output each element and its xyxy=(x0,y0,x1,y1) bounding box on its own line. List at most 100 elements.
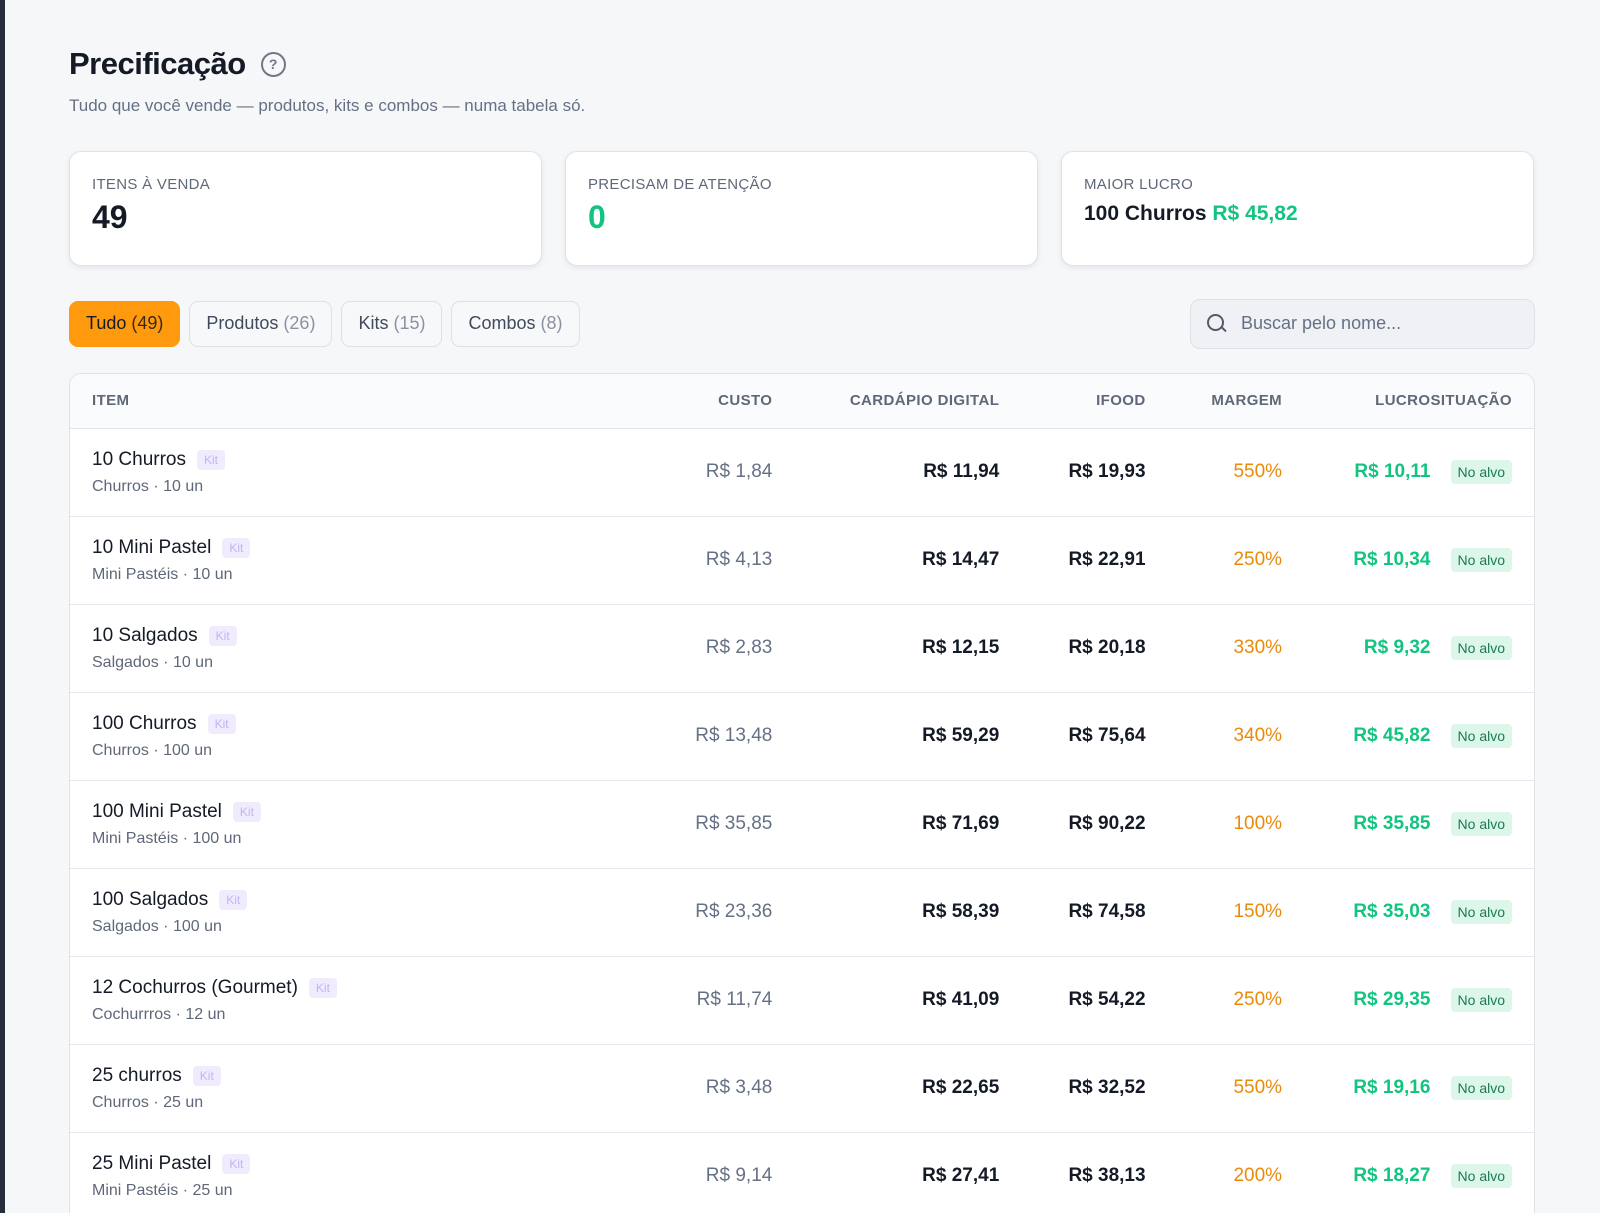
item-name: 25 churros xyxy=(92,1064,182,1086)
column-header-ifood[interactable]: IFOOD xyxy=(999,374,1146,429)
ifood-price-cell: R$ 38,13 xyxy=(999,1132,1146,1213)
table-body: 10 Churros Kit Churros · 10 un R$ 1,84 R… xyxy=(70,428,1534,1213)
item-cell: 100 Mini Pastel Kit Mini Pastéis · 100 u… xyxy=(70,780,489,869)
digital-menu-price-cell: R$ 41,09 xyxy=(772,956,1000,1045)
cost-cell: R$ 1,84 xyxy=(488,428,773,517)
kit-badge: Kit xyxy=(192,1065,221,1086)
status-cell: No alvo xyxy=(1430,428,1534,517)
search-icon xyxy=(1207,313,1227,334)
margin-cell: 250% xyxy=(1145,516,1283,605)
kit-badge: Kit xyxy=(222,537,251,558)
filter-tab-kits[interactable]: Kits (15) xyxy=(341,300,443,347)
kit-badge: Kit xyxy=(197,449,226,470)
item-name: 25 Mini Pastel xyxy=(92,1152,212,1174)
digital-menu-price-cell: R$ 71,69 xyxy=(772,780,1000,869)
table-row[interactable]: 100 Churros Kit Churros · 100 un R$ 13,4… xyxy=(70,692,1534,781)
stat-card-top-profit: MAIOR LUCRO 100 Churros R$ 45,82 xyxy=(1061,151,1534,266)
digital-menu-price-cell: R$ 58,39 xyxy=(772,868,1000,957)
filter-tab-products[interactable]: Produtos (26) xyxy=(189,300,333,347)
column-header-profit[interactable]: LUCRO xyxy=(1282,374,1431,429)
filter-tab-count: (49) xyxy=(131,313,164,333)
status-badge: No alvo xyxy=(1450,1164,1512,1188)
margin-cell: 200% xyxy=(1145,1132,1283,1213)
table-row[interactable]: 10 Salgados Kit Salgados · 10 un R$ 2,83… xyxy=(70,604,1534,693)
filter-tab-label: Combos xyxy=(468,313,536,333)
table-row[interactable]: 10 Churros Kit Churros · 10 un R$ 1,84 R… xyxy=(70,428,1534,517)
item-name-line: 12 Cochurros (Gourmet) Kit xyxy=(92,977,488,999)
stat-value: 49 xyxy=(92,199,128,235)
margin-cell: 100% xyxy=(1145,780,1283,869)
item-cell: 25 churros Kit Churros · 25 un xyxy=(70,1044,489,1133)
margin-cell: 550% xyxy=(1145,428,1283,517)
search-box[interactable] xyxy=(1190,298,1535,349)
kit-badge: Kit xyxy=(219,889,248,910)
status-badge: No alvo xyxy=(1450,812,1512,836)
stat-value: 0 xyxy=(588,199,606,235)
cost-cell: R$ 9,14 xyxy=(488,1132,773,1213)
ifood-price-cell: R$ 74,58 xyxy=(999,868,1146,957)
digital-menu-price-cell: R$ 11,94 xyxy=(772,428,1000,517)
column-header-margin[interactable]: MARGEM xyxy=(1145,374,1283,429)
pricing-table: ITEM CUSTO CARDÁPIO DIGITAL IFOOD MARGEM… xyxy=(70,374,1534,1213)
digital-menu-price-cell: R$ 22,65 xyxy=(772,1044,1000,1133)
item-name-line: 100 Salgados Kit xyxy=(92,889,488,911)
margin-cell: 250% xyxy=(1145,956,1283,1045)
filter-tab-count: (8) xyxy=(540,313,563,333)
filter-tab-label: Tudo xyxy=(86,313,127,333)
status-badge: No alvo xyxy=(1450,724,1512,748)
profit-cell: R$ 29,35 xyxy=(1282,956,1431,1045)
item-subtitle: Mini Pastéis · 25 un xyxy=(92,1181,233,1199)
item-name-line: 100 Churros Kit xyxy=(92,713,488,735)
table-row[interactable]: 100 Mini Pastel Kit Mini Pastéis · 100 u… xyxy=(70,780,1534,869)
status-cell: No alvo xyxy=(1430,516,1534,605)
filter-tab-count: (26) xyxy=(283,313,316,333)
column-header-digital-menu[interactable]: CARDÁPIO DIGITAL xyxy=(772,374,1000,429)
item-subtitle: Salgados · 10 un xyxy=(92,653,213,671)
stat-label: MAIOR LUCRO xyxy=(1084,176,1194,193)
margin-cell: 330% xyxy=(1145,604,1283,693)
help-icon[interactable]: ? xyxy=(260,51,286,77)
status-cell: No alvo xyxy=(1430,692,1534,781)
item-subtitle: Cochurrros · 12 un xyxy=(92,1005,226,1023)
ifood-price-cell: R$ 19,93 xyxy=(999,428,1146,517)
column-header-item[interactable]: ITEM xyxy=(70,374,489,429)
digital-menu-price-cell: R$ 59,29 xyxy=(772,692,1000,781)
filter-tab-all[interactable]: Tudo (49) xyxy=(69,300,181,347)
item-subtitle: Mini Pastéis · 10 un xyxy=(92,565,233,583)
cost-cell: R$ 3,48 xyxy=(488,1044,773,1133)
pricing-table-container: ITEM CUSTO CARDÁPIO DIGITAL IFOOD MARGEM… xyxy=(69,373,1535,1213)
table-row[interactable]: 25 churros Kit Churros · 25 un R$ 3,48 R… xyxy=(70,1044,1534,1133)
status-badge: No alvo xyxy=(1450,1076,1512,1100)
item-cell: 25 Mini Pastel Kit Mini Pastéis · 25 un xyxy=(70,1132,489,1213)
status-cell: No alvo xyxy=(1430,1044,1534,1133)
table-header: ITEM CUSTO CARDÁPIO DIGITAL IFOOD MARGEM… xyxy=(70,374,1534,429)
table-row[interactable]: 25 Mini Pastel Kit Mini Pastéis · 25 un … xyxy=(70,1132,1534,1213)
item-name-line: 25 churros Kit xyxy=(92,1065,488,1087)
filter-tab-combos[interactable]: Combos (8) xyxy=(451,300,580,347)
status-badge: No alvo xyxy=(1450,460,1512,484)
profit-cell: R$ 19,16 xyxy=(1282,1044,1431,1133)
ifood-price-cell: R$ 75,64 xyxy=(999,692,1146,781)
page-subtitle: Tudo que você vende — produtos, kits e c… xyxy=(69,96,586,115)
window-edge xyxy=(0,0,5,1213)
status-badge: No alvo xyxy=(1450,636,1512,660)
table-row[interactable]: 100 Salgados Kit Salgados · 100 un R$ 23… xyxy=(70,868,1534,957)
table-row[interactable]: 12 Cochurros (Gourmet) Kit Cochurrros · … xyxy=(70,956,1534,1045)
profit-cell: R$ 10,34 xyxy=(1282,516,1431,605)
profit-cell: R$ 9,32 xyxy=(1282,604,1431,693)
profit-cell: R$ 35,85 xyxy=(1282,780,1431,869)
cost-cell: R$ 35,85 xyxy=(488,780,773,869)
column-header-cost[interactable]: CUSTO xyxy=(488,374,773,429)
table-row[interactable]: 10 Mini Pastel Kit Mini Pastéis · 10 un … xyxy=(70,516,1534,605)
item-subtitle: Salgados · 100 un xyxy=(92,917,222,935)
top-profit-item: 100 Churros xyxy=(1084,202,1207,225)
search-input[interactable] xyxy=(1241,313,1511,334)
top-profit-value: R$ 45,82 xyxy=(1212,202,1298,225)
item-cell: 100 Churros Kit Churros · 100 un xyxy=(70,692,489,781)
item-subtitle: Churros · 10 un xyxy=(92,477,204,495)
margin-cell: 340% xyxy=(1145,692,1283,781)
column-header-status[interactable]: SITUAÇÃO xyxy=(1430,374,1534,429)
item-name: 100 Mini Pastel xyxy=(92,800,222,822)
filter-tab-label: Kits xyxy=(358,313,389,333)
profit-cell: R$ 35,03 xyxy=(1282,868,1431,957)
